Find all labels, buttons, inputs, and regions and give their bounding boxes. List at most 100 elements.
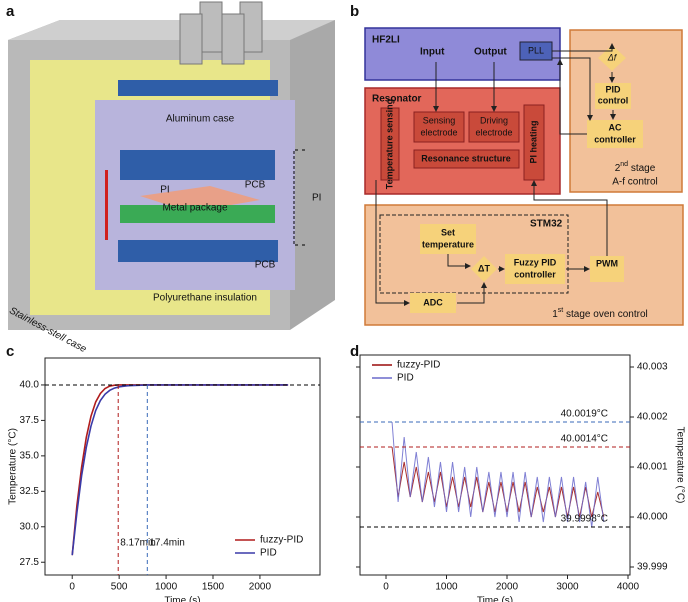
x-tick-label: 4000 — [617, 582, 640, 593]
label: PCB — [255, 260, 276, 271]
label: PID — [605, 84, 621, 94]
set-box — [420, 224, 476, 254]
series-line — [391, 446, 605, 518]
label: Driving — [480, 115, 508, 125]
ac-box — [587, 120, 643, 148]
x-axis-label: Time (s) — [164, 596, 200, 602]
label: electrode — [475, 127, 512, 137]
label: 2 — [615, 163, 621, 174]
label: stage oven control — [563, 309, 648, 320]
y-tick-label: 37.5 — [20, 415, 40, 426]
label: Polyurethane insulation — [153, 293, 257, 304]
x-tick-label: 1500 — [202, 582, 225, 593]
label: A-f control — [612, 177, 658, 188]
temp-box — [380, 107, 400, 181]
diagram: HF2LI Input Output PLL Δf PID control AC… — [364, 27, 684, 326]
series-line — [391, 421, 605, 528]
label: PWM — [596, 258, 618, 268]
reference-label: 40.0014°C — [561, 434, 608, 445]
legend-label: PID — [397, 373, 414, 384]
label: st — [558, 307, 564, 314]
sensing-box — [413, 111, 465, 143]
reference-label: 40.0019°C — [561, 409, 608, 420]
label: Aluminum case — [166, 114, 235, 125]
fuzzy-box — [505, 254, 565, 284]
y-tick-label: 32.5 — [20, 486, 40, 497]
legend-label: fuzzy-PID — [397, 360, 440, 371]
stage2-box — [569, 29, 683, 193]
label: PCB — [245, 180, 266, 191]
x-tick-label: 3000 — [556, 582, 579, 593]
plot-frame — [44, 357, 321, 576]
y-tick-label: 40.000 — [637, 512, 668, 523]
reference-label: 17.4min — [149, 538, 185, 549]
panel-label: d — [350, 343, 359, 360]
y-tick-label: 35.0 — [20, 451, 40, 462]
x-tick-label: 2000 — [249, 582, 272, 593]
pcb — [118, 240, 278, 262]
label: PI — [312, 193, 321, 204]
label: Metal package — [162, 203, 227, 214]
label: ADC — [423, 297, 443, 307]
adc-box — [410, 293, 456, 313]
stm32-box — [379, 214, 569, 294]
label: 2nd stage — [615, 161, 656, 174]
label: STM32 — [530, 219, 563, 230]
label: controller — [514, 269, 556, 279]
series-line — [71, 384, 289, 556]
panel-label: b — [350, 3, 359, 20]
label: PLL — [528, 45, 544, 55]
panel-label: c — [6, 343, 14, 360]
pcb — [120, 150, 275, 180]
y-axis-label: Temperature (°C) — [674, 427, 685, 504]
legend-label: PID — [260, 548, 277, 559]
x-tick-label: 1000 — [155, 582, 178, 593]
label: AC — [609, 122, 622, 132]
series-line — [71, 384, 289, 556]
x-tick-label: 500 — [111, 582, 128, 593]
legend-label: fuzzy-PID — [260, 535, 303, 546]
structure-box — [413, 149, 520, 169]
plot-frame — [359, 354, 631, 576]
label: Set — [441, 227, 455, 237]
x-tick-label: 0 — [383, 582, 389, 593]
label: nd — [620, 161, 628, 168]
bracket — [293, 149, 306, 246]
label: control — [598, 95, 629, 105]
reference-label: 8.17min — [120, 538, 156, 549]
illustration: Aluminum case PCB PI Metal package PCB P… — [7, 1, 335, 355]
x-tick-label: 0 — [69, 582, 75, 593]
pi-strip — [105, 170, 108, 240]
panel-label: a — [6, 3, 15, 20]
label: PI — [160, 185, 169, 196]
label: Input — [420, 47, 445, 58]
case-top — [8, 20, 335, 40]
label: controller — [594, 134, 636, 144]
label: temperature — [422, 239, 474, 249]
label: PI heating — [528, 120, 538, 163]
label: 1 — [552, 309, 558, 320]
x-tick-label: 2000 — [496, 582, 519, 593]
label: Fuzzy PID — [514, 257, 557, 267]
y-tick-label: 40.0 — [20, 380, 40, 391]
label: stage — [628, 163, 656, 174]
y-tick-label: 40.002 — [637, 412, 668, 423]
y-tick-label: 30.0 — [20, 521, 40, 532]
label: Resonator — [372, 94, 422, 105]
connectors — [179, 1, 263, 65]
label: Temperature sensing — [384, 99, 394, 189]
label: 1st stage oven control — [552, 307, 648, 320]
label: Δf — [607, 52, 618, 62]
arrows — [375, 43, 616, 306]
label: Resonance structure — [421, 153, 511, 163]
y-axis-label: Temperature (°C) — [8, 428, 19, 505]
x-axis-label: Time (s) — [477, 596, 513, 602]
x-tick-label: 1000 — [435, 582, 458, 593]
board — [120, 205, 275, 223]
label: HF2LI — [372, 35, 400, 46]
label: electrode — [420, 127, 457, 137]
label: Sensing — [423, 115, 456, 125]
pcb — [118, 80, 278, 96]
y-tick-label: 40.001 — [637, 462, 668, 473]
